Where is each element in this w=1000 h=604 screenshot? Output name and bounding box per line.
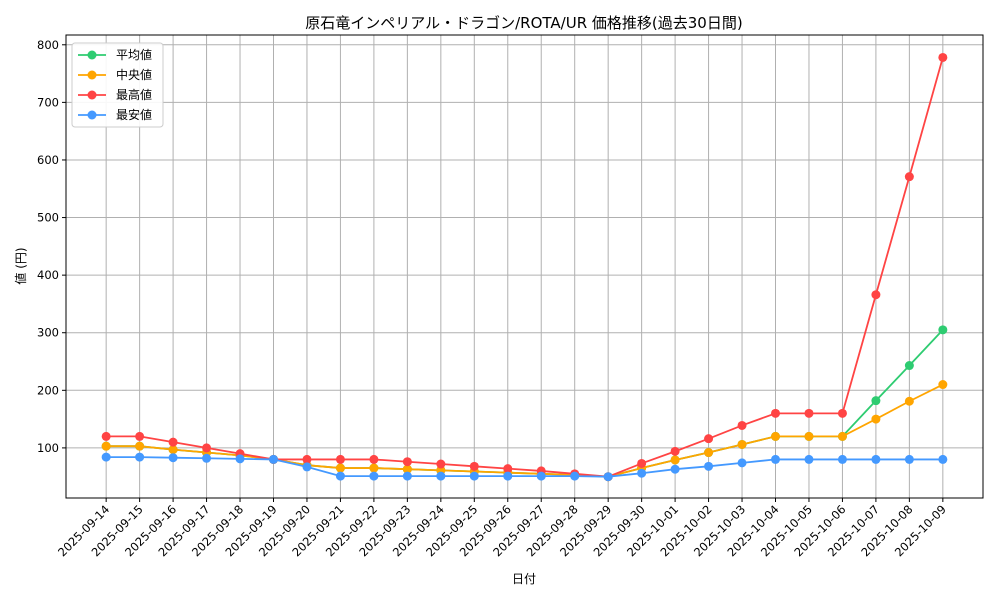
y-tick-label: 200 xyxy=(37,383,59,397)
data-point xyxy=(938,454,948,464)
data-point xyxy=(101,441,111,451)
data-point xyxy=(402,471,412,481)
legend-marker xyxy=(87,70,97,80)
data-point xyxy=(135,431,145,441)
data-point xyxy=(904,396,914,406)
data-point xyxy=(804,431,814,441)
data-point xyxy=(871,290,881,300)
data-point xyxy=(402,464,412,474)
data-point xyxy=(335,454,345,464)
data-point xyxy=(503,471,513,481)
data-point xyxy=(135,441,145,451)
series-line-3 xyxy=(106,456,943,478)
data-point xyxy=(704,448,714,458)
series-line-2 xyxy=(106,57,944,478)
data-point xyxy=(837,431,847,441)
data-point xyxy=(771,408,781,418)
data-point xyxy=(737,439,747,449)
data-point xyxy=(670,455,680,465)
data-point xyxy=(302,462,312,472)
data-point xyxy=(737,458,747,468)
y-tick-label: 400 xyxy=(37,268,59,282)
x-axis-label: 日付 xyxy=(512,572,536,586)
data-point xyxy=(637,468,647,478)
data-point xyxy=(268,454,278,464)
legend-label: 中央値 xyxy=(116,67,152,82)
data-point xyxy=(101,431,111,441)
y-tick-label: 500 xyxy=(37,211,59,225)
data-point xyxy=(302,454,312,464)
data-point xyxy=(101,452,111,462)
data-point xyxy=(904,172,914,182)
legend-label: 最高値 xyxy=(116,87,152,102)
data-point xyxy=(135,452,145,462)
data-point xyxy=(871,454,881,464)
data-point xyxy=(235,454,245,464)
data-point xyxy=(570,471,580,481)
data-point xyxy=(335,471,345,481)
data-point xyxy=(938,52,948,62)
y-tick-label: 700 xyxy=(37,95,59,109)
data-point xyxy=(469,471,479,481)
data-point xyxy=(904,454,914,464)
chart-title: 原石竜インペリアル・ドラゴン/ROTA/UR 価格推移(過去30日間) xyxy=(305,14,742,32)
data-point xyxy=(704,434,714,444)
legend-marker xyxy=(87,50,97,60)
data-point xyxy=(637,458,647,468)
data-point xyxy=(737,420,747,430)
data-point xyxy=(670,464,680,474)
data-point xyxy=(771,431,781,441)
data-point xyxy=(369,463,379,473)
legend-marker xyxy=(87,90,97,100)
data-point xyxy=(871,414,881,424)
y-axis-label: 値 (円) xyxy=(13,247,28,284)
data-point xyxy=(938,380,948,390)
data-point xyxy=(938,325,948,335)
legend-label: 平均値 xyxy=(116,47,152,62)
data-point xyxy=(436,471,446,481)
data-point xyxy=(503,464,513,474)
data-point xyxy=(704,461,714,471)
data-point xyxy=(335,463,345,473)
data-point xyxy=(469,461,479,471)
y-tick-label: 800 xyxy=(37,38,59,52)
data-point xyxy=(804,454,814,464)
data-point xyxy=(603,472,613,482)
y-tick-label: 100 xyxy=(37,441,59,455)
data-point xyxy=(904,361,914,371)
data-point xyxy=(168,445,178,455)
legend-marker xyxy=(87,110,97,120)
data-point xyxy=(837,454,847,464)
data-point xyxy=(837,408,847,418)
legend-box xyxy=(71,42,164,128)
data-point xyxy=(536,471,546,481)
y-tick-label: 300 xyxy=(37,326,59,340)
data-point xyxy=(436,459,446,469)
series-line-1 xyxy=(106,383,944,478)
data-point xyxy=(168,437,178,447)
data-point xyxy=(202,453,212,463)
data-point xyxy=(871,396,881,406)
data-point xyxy=(168,453,178,463)
data-point xyxy=(369,454,379,464)
legend-label: 最安値 xyxy=(116,107,152,122)
data-point xyxy=(771,454,781,464)
y-tick-label: 600 xyxy=(37,153,59,167)
data-point xyxy=(202,443,212,453)
data-point xyxy=(369,471,379,481)
data-point xyxy=(670,446,680,456)
plot-frame xyxy=(65,34,984,499)
data-point xyxy=(402,457,412,467)
data-point xyxy=(804,408,814,418)
